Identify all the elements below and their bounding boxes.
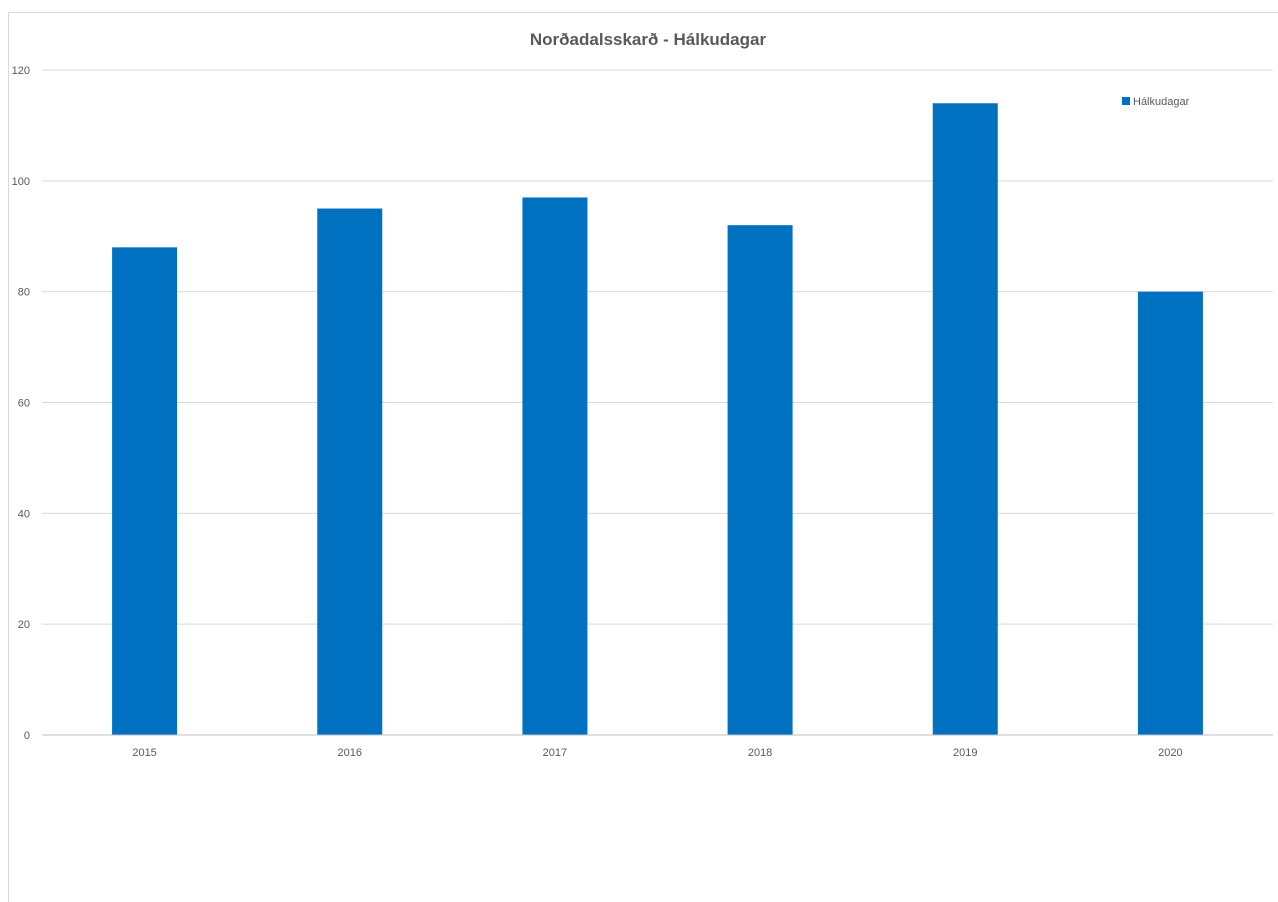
x-tick-label-2019: 2019 <box>953 747 977 759</box>
y-tick-label-100: 100 <box>12 176 30 188</box>
legend-label: Hálkudagar <box>1133 96 1190 108</box>
y-axis-ticks: 0 20 40 60 80 100 120 <box>12 65 30 742</box>
bars <box>112 103 1203 736</box>
x-tick-label-2016: 2016 <box>338 747 362 759</box>
y-tick-label-40: 40 <box>18 508 30 520</box>
x-tick-label-2018: 2018 <box>748 747 772 759</box>
chart-title: Norðadalsskarð - Hálkudagar <box>530 30 767 49</box>
bar-2015 <box>112 247 178 736</box>
legend-swatch <box>1122 97 1130 105</box>
bar-2016 <box>317 208 383 735</box>
legend: Hálkudagar <box>1122 96 1190 108</box>
y-tick-label-20: 20 <box>18 619 30 631</box>
x-tick-label-2020: 2020 <box>1158 747 1182 759</box>
chart-area-border <box>8 12 1278 902</box>
gridlines <box>42 69 1273 736</box>
bar-2019 <box>932 103 998 735</box>
x-axis-ticks: 2015 2016 2017 2018 2019 2020 <box>132 747 1182 759</box>
bar-2017 <box>522 197 588 736</box>
bar-2018 <box>727 225 793 735</box>
y-tick-label-0: 0 <box>24 730 30 742</box>
x-tick-label-2015: 2015 <box>132 747 156 759</box>
y-tick-label-120: 120 <box>12 65 30 77</box>
bar-2020 <box>1137 291 1203 735</box>
x-tick-label-2017: 2017 <box>543 747 567 759</box>
y-tick-label-60: 60 <box>18 398 30 410</box>
y-tick-label-80: 80 <box>18 287 30 299</box>
